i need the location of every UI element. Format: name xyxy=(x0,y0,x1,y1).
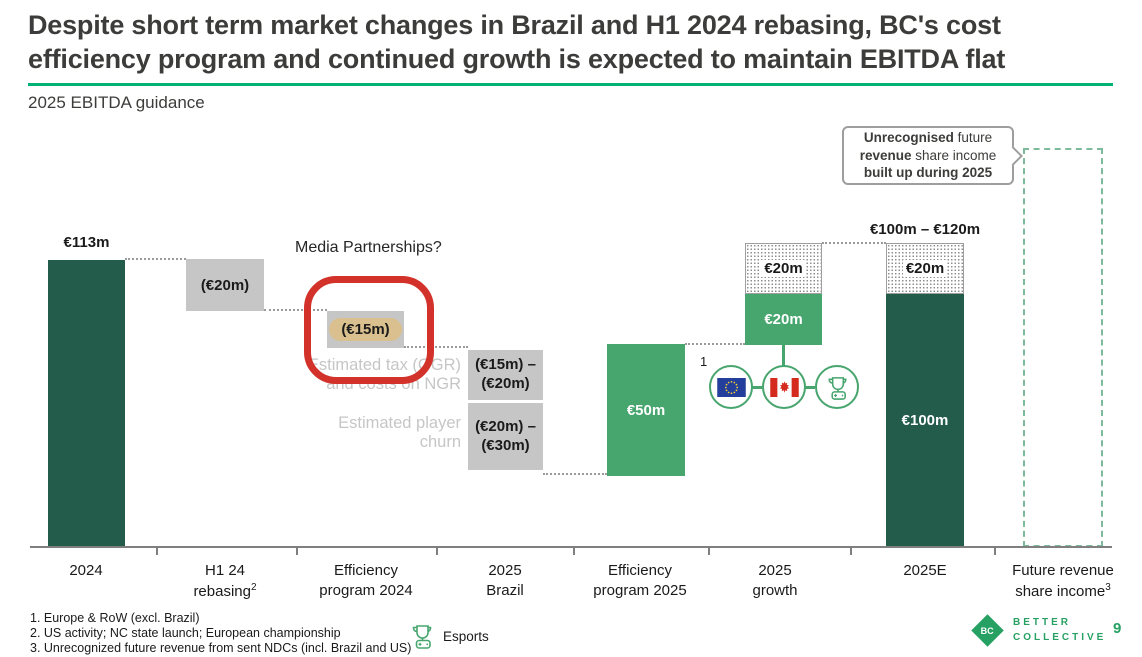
logo-wordmark: BETTER COLLECTIVE xyxy=(1013,617,1107,643)
chart-subtitle: 2025 EBITDA guidance xyxy=(28,93,205,112)
bubble-bold-3: built up during 2025 xyxy=(863,165,993,181)
connector-line xyxy=(822,242,886,244)
annotation-bubble: Unrecognised future revenue share income… xyxy=(842,126,1014,185)
esports-icon xyxy=(412,625,432,649)
category-label-eff2024: Efficiency program 2024 xyxy=(319,562,413,599)
bar-2025e-unrecognised: €20m xyxy=(886,243,964,294)
value-label-eff2024-highlight: (€15m) xyxy=(329,318,402,341)
page-title-line2: efficiency program and continued growth … xyxy=(28,44,1006,75)
axis-tick xyxy=(708,548,710,555)
page-number: 9 xyxy=(1113,620,1122,637)
esports-legend: Esports xyxy=(408,622,489,650)
axis-tick xyxy=(573,548,575,555)
category-label-brazil: 2025 Brazil xyxy=(486,562,524,599)
driver-link-line xyxy=(752,386,762,389)
value-label-2025e-base: €100m xyxy=(901,412,949,429)
connector-line xyxy=(404,346,468,348)
note-player-churn-line2: churn xyxy=(419,433,461,452)
title-underline xyxy=(28,83,1113,86)
value-label-brazil-churn-2: (€30m) xyxy=(481,436,530,454)
value-label-growth-rec: €20m xyxy=(764,311,803,328)
value-label-rebasing: (€20m) xyxy=(200,276,250,294)
category-label-eff2025: Efficiency program 2025 xyxy=(593,562,687,599)
axis-tick xyxy=(296,548,298,555)
category-label-2024: 2024 xyxy=(69,562,103,579)
bar-efficiency-2024: (€15m) xyxy=(327,311,404,348)
axis-tick xyxy=(156,548,158,555)
category-label-growth: 2025 growth xyxy=(752,562,798,599)
connector-line xyxy=(125,258,186,260)
bar-h124-rebasing: (€20m) xyxy=(186,259,264,311)
driver-circle-europe xyxy=(709,365,753,409)
bubble-bold-2: revenue xyxy=(859,147,912,163)
note-player-churn-line1: Estimated player xyxy=(338,414,461,432)
footnote-3: 3. Unrecognized future revenue from sent… xyxy=(30,641,412,655)
media-partnerships-callout: Media Partnerships? xyxy=(295,239,442,256)
value-label-eff2025: €50m xyxy=(626,401,666,419)
bar-growth-unrecognised: €20m xyxy=(745,243,822,294)
driver-circle-canada xyxy=(762,365,806,409)
bar-2024 xyxy=(48,260,125,547)
category-label-future-revenue: Future revenue share income3 xyxy=(1012,562,1114,600)
driver-stem-line xyxy=(782,345,785,367)
eu-flag-icon xyxy=(716,377,746,397)
category-label-rebasing: H1 24 rebasing2 xyxy=(193,562,257,600)
esports-icon xyxy=(828,376,846,400)
footnotes: 1. Europe & RoW (excl. Brazil) 2. US act… xyxy=(30,611,411,656)
connector-line xyxy=(264,309,327,311)
bar-brazil-tax: (€15m) – (€20m) xyxy=(468,350,543,400)
bar-brazil-churn: (€20m) – (€30m) xyxy=(468,403,543,470)
bubble-bold-1: Unrecognised xyxy=(863,130,954,146)
driver-link-line xyxy=(805,386,815,389)
connector-line xyxy=(543,473,607,475)
bar-2025e-base: €100m xyxy=(886,294,964,547)
footnote-marker-1: 1 xyxy=(700,354,708,369)
value-label-growth-unrec: €20m xyxy=(761,260,806,277)
driver-circle-esports xyxy=(815,365,859,409)
value-label-2025e-unrec: €20m xyxy=(902,260,948,277)
bubble-text-2: share income xyxy=(911,147,997,163)
page-title-line1: Despite short term market changes in Bra… xyxy=(28,10,1001,40)
footnote-1: 1. Europe & RoW (excl. Brazil) xyxy=(30,611,200,625)
value-label-brazil-churn-1: (€20m) – xyxy=(475,417,536,435)
canada-flag-icon xyxy=(769,377,799,397)
note-player-churn: Estimated player churn xyxy=(286,414,461,453)
axis-tick xyxy=(994,548,996,555)
value-label-2024: €113m xyxy=(63,234,110,251)
bubble-text-1: future xyxy=(953,130,993,146)
axis-tick xyxy=(850,548,852,555)
value-label-2025e-total: €100m – €120m xyxy=(869,221,981,238)
axis-tick xyxy=(436,548,438,555)
value-label-brazil-tax-1: (€15m) – xyxy=(475,356,536,374)
connector-line xyxy=(685,343,745,345)
bc-diamond-icon: BC xyxy=(971,614,1004,647)
category-label-2025e: 2025E xyxy=(903,562,947,579)
red-highlight-ring xyxy=(304,276,434,384)
esports-legend-label: Esports xyxy=(443,628,489,644)
bar-growth-recognised: €20m xyxy=(745,294,822,345)
page-title: Despite short term market changes in Bra… xyxy=(28,8,1118,76)
x-axis xyxy=(30,546,1112,548)
value-label-brazil-tax-2: (€20m) xyxy=(481,375,530,392)
footnote-2: 2. US activity; NC state launch; Europea… xyxy=(30,626,341,640)
future-revenue-dashed-box xyxy=(1023,148,1103,547)
better-collective-logo: BC BETTER COLLECTIVE xyxy=(971,614,1106,647)
bar-efficiency-2025: €50m xyxy=(607,344,685,476)
